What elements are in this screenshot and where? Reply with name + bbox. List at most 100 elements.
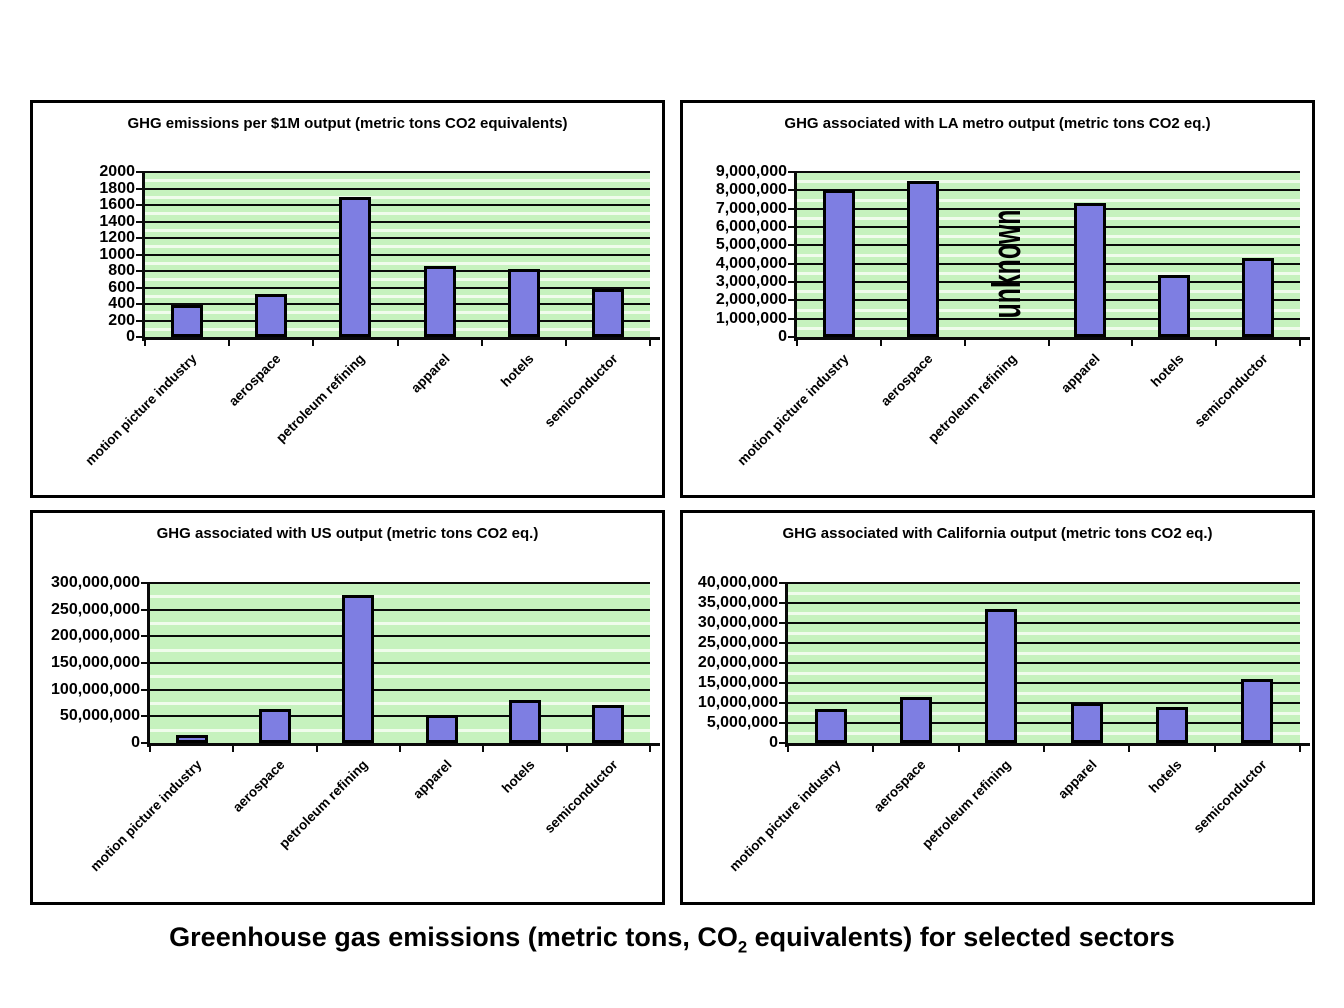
x-category-label: semiconductor <box>541 757 621 837</box>
minor-gridline <box>797 271 1300 275</box>
x-axis-tick <box>149 746 151 752</box>
y-tick-label: 50,000,000 <box>59 707 140 725</box>
bar-petroleum-refining <box>342 595 375 743</box>
y-axis-tick <box>779 642 785 644</box>
x-category-label: apparel <box>1058 351 1104 396</box>
minor-gridline <box>145 212 650 216</box>
minor-gridline <box>150 648 650 652</box>
y-axis-tick <box>788 226 794 228</box>
y-axis-tick <box>136 303 142 305</box>
x-category-label: aerospace <box>870 757 929 815</box>
x-category-label: hotels <box>497 351 537 390</box>
x-category-label: motion picture industry <box>726 757 844 875</box>
major-gridline <box>145 270 650 272</box>
major-gridline <box>797 226 1300 228</box>
y-axis-tick <box>141 688 147 691</box>
x-category-label: apparel <box>407 351 453 396</box>
major-gridline <box>788 662 1300 664</box>
x-category-label: apparel <box>1054 757 1100 802</box>
y-axis-line <box>142 171 145 341</box>
minor-gridline <box>788 652 1300 655</box>
major-gridline <box>788 582 1300 584</box>
y-axis-line <box>794 171 797 341</box>
y-axis-tick <box>788 262 794 265</box>
y-axis-tick <box>779 602 785 604</box>
unknown-annotation: unknown <box>984 209 1029 319</box>
bar-motion-picture-industry <box>175 735 208 743</box>
minor-gridline <box>145 261 650 265</box>
x-axis-tick <box>564 340 567 346</box>
y-tick-label: 200 <box>108 311 135 329</box>
major-gridline <box>145 220 650 223</box>
major-gridline <box>797 299 1300 302</box>
x-category-label: petroleum refining <box>276 757 371 852</box>
y-tick-label: 1600 <box>99 196 135 213</box>
x-axis-tick <box>1047 340 1050 346</box>
y-tick-label: 1800 <box>99 179 135 197</box>
y-tick-label: 0 <box>126 328 135 345</box>
x-category-label: apparel <box>409 757 455 802</box>
x-category-label: aerospace <box>229 757 288 815</box>
minor-gridline <box>145 195 650 199</box>
y-tick-label: 2000 <box>99 163 135 180</box>
bar-apparel <box>1074 203 1107 337</box>
minor-gridline <box>797 253 1300 257</box>
x-category-label: aerospace <box>877 351 936 409</box>
bar-hotels <box>507 269 540 337</box>
y-axis-tick <box>136 270 142 272</box>
y-axis-tick <box>779 722 785 724</box>
caption-subscript: 2 <box>737 937 748 957</box>
y-axis-tick <box>136 319 142 322</box>
minor-gridline <box>150 675 650 679</box>
bar-hotels <box>509 700 541 743</box>
y-axis-tick <box>788 207 794 210</box>
x-axis-line <box>147 743 660 746</box>
y-tick-label: 9,000,000 <box>715 163 787 180</box>
minor-gridline <box>797 290 1300 294</box>
minor-gridline <box>145 228 650 232</box>
y-tick-label: 5,000,000 <box>706 714 778 731</box>
major-gridline <box>145 171 650 173</box>
bar-hotels <box>1156 707 1188 743</box>
y-tick-label: 150,000,000 <box>51 654 140 671</box>
x-category-label: motion picture industry <box>87 757 205 875</box>
minor-gridline <box>797 235 1300 239</box>
major-gridline <box>797 171 1300 173</box>
y-tick-label: 40,000,000 <box>697 574 778 591</box>
y-tick-label: 250,000,000 <box>51 600 140 618</box>
y-axis-tick <box>788 189 794 192</box>
chart-panel-per-1m-output: GHG emissions per $1M output (metric ton… <box>30 100 665 498</box>
y-tick-label: 1400 <box>99 212 135 230</box>
minor-gridline <box>145 179 650 183</box>
bar-semiconductor <box>591 289 624 337</box>
y-axis-tick <box>141 742 147 744</box>
y-axis-tick <box>141 608 147 611</box>
major-gridline <box>145 319 650 322</box>
y-tick-label: 15,000,000 <box>697 674 778 691</box>
major-gridline <box>788 722 1300 724</box>
y-axis-tick <box>779 702 785 704</box>
x-axis-tick <box>1213 746 1216 752</box>
minor-gridline <box>797 180 1300 184</box>
minor-gridline <box>797 326 1300 330</box>
x-category-label: semiconductor <box>541 351 621 431</box>
y-axis-tick <box>136 237 142 239</box>
y-tick-label: 1200 <box>99 229 135 246</box>
y-axis-tick <box>788 299 794 302</box>
major-gridline <box>797 317 1300 320</box>
x-category-label: semiconductor <box>1190 757 1270 837</box>
chart-panel-california: GHG associated with California output (m… <box>680 510 1315 905</box>
y-tick-label: 1000 <box>99 245 135 263</box>
y-tick-label: 0 <box>131 734 140 751</box>
bar-aerospace <box>255 294 288 337</box>
x-axis-tick <box>144 340 146 346</box>
chart-panel-us: GHG associated with US output (metric to… <box>30 510 665 905</box>
y-axis-tick <box>788 244 794 247</box>
y-tick-label: 600 <box>108 278 135 296</box>
bar-aerospace <box>906 181 939 337</box>
bar-petroleum-refining <box>985 609 1018 743</box>
bar-semiconductor <box>1241 679 1274 743</box>
y-tick-label: 300,000,000 <box>51 574 140 591</box>
minor-gridline <box>797 308 1300 312</box>
